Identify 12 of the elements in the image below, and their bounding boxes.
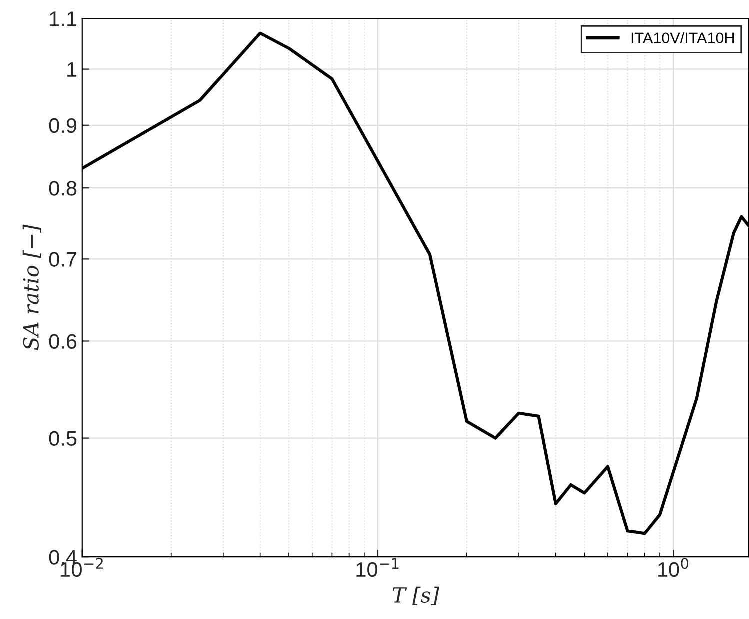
y-tick-label: 1 bbox=[68, 62, 77, 77]
x-tick-label: 10$^{−1}$ bbox=[356, 558, 399, 578]
y-tick-label: 0.9 bbox=[49, 118, 77, 134]
y-tick-label: 0.7 bbox=[49, 252, 76, 267]
x-tick-label: 10$^{0}$ bbox=[658, 558, 689, 578]
legend-label: ITA10V/ITA10H bbox=[632, 32, 734, 44]
y-tick-label: 1.1 bbox=[50, 12, 77, 26]
y-tick-label: 0.5 bbox=[49, 431, 77, 446]
x-axis-title: T [s] bbox=[392, 586, 440, 606]
y-tick-label: 0.6 bbox=[49, 334, 77, 350]
y-tick-label: 0.8 bbox=[49, 181, 77, 196]
y-axis-title: SA ratio [−] bbox=[22, 224, 42, 350]
